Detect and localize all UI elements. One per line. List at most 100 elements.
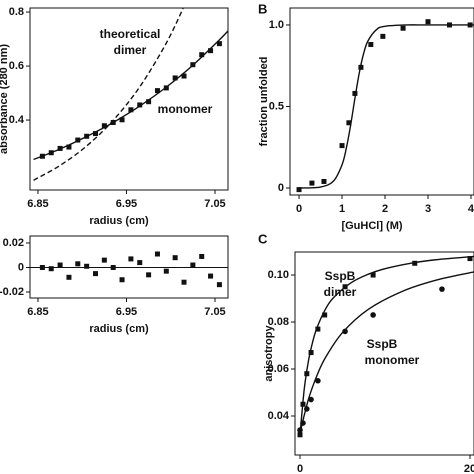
data-point [322,312,328,318]
data-point [75,137,81,143]
data-point [172,255,178,261]
data-point [315,326,321,332]
data-point [84,263,90,269]
annotation: dimer [114,43,147,57]
data-point [199,253,205,259]
x-tick-label: 2 [382,203,388,215]
data-point [66,274,72,280]
x-tick-label: 1 [339,203,345,215]
x-tick-label: 6.85 [27,306,48,318]
annotation: SspB [367,337,398,351]
data-point [92,271,98,277]
plot-frame [29,7,229,191]
fit-curve [299,271,474,433]
y-axis-label: fraction unfolded [258,57,270,147]
y-tick-label: 0.06 [268,363,289,375]
data-point [296,187,302,193]
data-point [146,272,152,278]
data-point [199,52,205,58]
data-point [110,264,116,270]
data-point [181,279,187,285]
data-point [400,25,406,31]
data-point [216,41,222,47]
data-point [57,262,63,268]
data-point [92,131,98,137]
y-tick-label: 0 [18,261,24,273]
annotation: dimer [324,285,357,299]
y-axis-label: absorbance (280 nm) [0,44,10,154]
data-point [342,328,348,335]
x-tick-label: 0 [296,203,302,215]
data-point [181,73,187,79]
data-point [380,33,386,39]
y-tick-label: 0.4 [9,114,25,126]
plot-frame [294,251,474,456]
data-point [101,123,107,129]
data-point [154,251,160,257]
data-point [119,117,125,123]
data-point [137,260,143,266]
plot-area [30,251,228,288]
data-point [412,260,418,266]
dashed-curve [33,8,185,181]
data-point [101,257,107,263]
fit-curve [298,24,474,189]
data-point [370,312,376,318]
fit-curve [299,255,474,435]
data-point [137,102,143,108]
data-point [308,350,314,356]
data-point [190,262,196,268]
x-axis-label: radius (cm) [89,215,149,227]
x-tick-label: 6.95 [116,198,137,210]
y-tick-label: 0.02 [3,237,24,249]
data-point [439,286,445,292]
annotation: SspB [325,269,356,283]
annotation: monomer [365,353,420,367]
plot-area [297,255,474,438]
plot-frame [289,7,474,196]
panel-label: C [258,231,268,246]
y-tick-label: 0.10 [268,269,289,281]
data-point [368,42,374,48]
y-tick-label: 0.04 [268,410,290,422]
panel-label: B [258,1,267,16]
y-tick-label: 1.0 [269,19,284,31]
x-tick-label: 3 [425,203,431,215]
plot-area [33,8,228,181]
x-tick-label: 7.05 [204,198,225,210]
y-tick-label: 0.5 [269,100,284,112]
y-tick-label: 0 [278,182,284,194]
y-tick-label: -0.02 [0,286,24,298]
x-tick-label: 4 [468,203,474,215]
data-point [309,180,315,186]
data-point [216,282,222,288]
x-tick-label: 6.85 [27,198,48,210]
y-tick-label: 0.6 [9,60,24,72]
data-point [48,266,54,272]
data-point [208,48,214,54]
data-point [75,261,81,267]
data-point [66,144,72,150]
fit-curve [33,30,228,161]
data-point [39,264,45,270]
data-point [172,75,178,81]
data-point [128,256,134,262]
y-tick-label: 0.08 [268,316,289,328]
y-tick-label: 0.8 [9,6,24,18]
data-point [370,272,376,278]
x-tick-label: 6.95 [116,306,137,318]
data-point [119,277,125,283]
data-point [308,396,314,403]
data-point [346,120,352,126]
data-point [467,256,473,262]
y-axis-label: anisotropy [263,325,275,382]
data-point [146,99,152,105]
data-point [208,273,214,279]
data-point [321,178,327,184]
data-point [154,88,160,94]
x-tick-label: 0 [297,463,303,474]
data-point [163,268,169,274]
annotation: theoretical [100,27,161,41]
